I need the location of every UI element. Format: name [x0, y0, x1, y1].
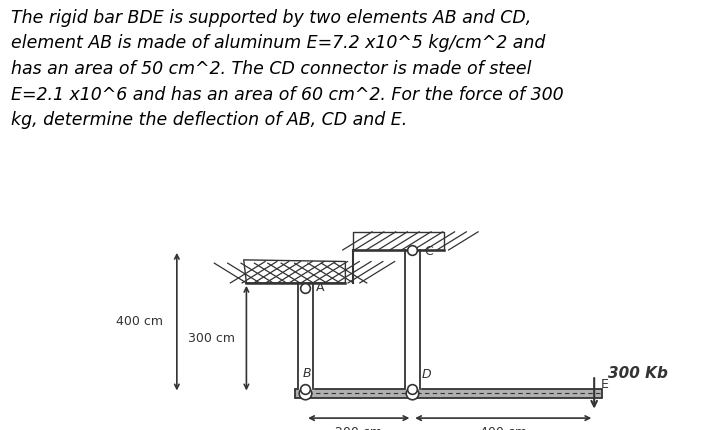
Text: E: E	[601, 378, 608, 390]
Polygon shape	[244, 260, 346, 283]
Text: B: B	[303, 366, 311, 380]
Text: 300 Kb: 300 Kb	[608, 366, 667, 381]
Text: A: A	[316, 281, 325, 295]
Polygon shape	[298, 283, 313, 390]
Text: 400 cm: 400 cm	[116, 315, 163, 328]
Polygon shape	[405, 250, 420, 390]
Bar	[295, 389, 602, 398]
Text: C: C	[424, 245, 433, 258]
Text: 400 cm: 400 cm	[479, 427, 527, 430]
Text: The rigid bar BDE is supported by two elements AB and CD,
element AB is made of : The rigid bar BDE is supported by two el…	[11, 9, 563, 129]
Text: 200 cm: 200 cm	[335, 427, 382, 430]
Text: D: D	[422, 368, 432, 381]
Text: 300 cm: 300 cm	[188, 332, 235, 345]
Polygon shape	[353, 232, 444, 250]
